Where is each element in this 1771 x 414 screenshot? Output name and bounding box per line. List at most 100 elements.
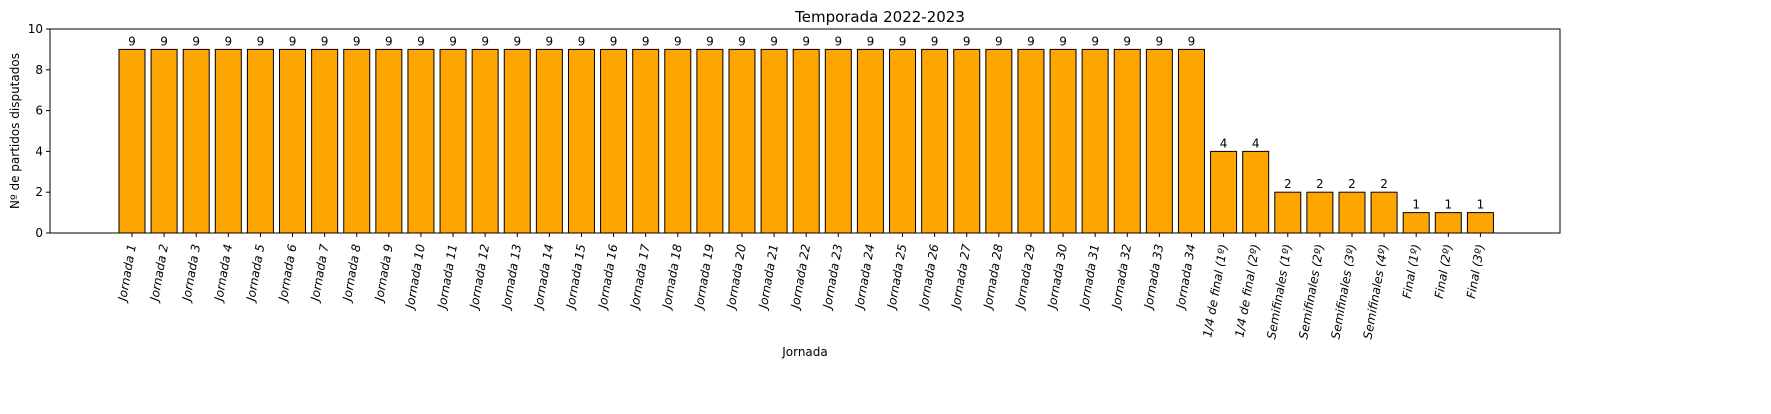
bar-value-label: 9 xyxy=(417,34,425,48)
plot-area: 9 9 9 9 9 9 9 9 9 9 9 9 9 9 9 9 9 9 9 9 9 9 9 9 9 9 9 9 9 9 9 9 9 9 4 4 2 2 2 2… xyxy=(28,22,1561,340)
bar xyxy=(696,48,724,234)
x-tick-label: Semifinales (2º) xyxy=(1296,243,1326,340)
bar-value-label: 9 xyxy=(481,34,489,48)
x-tick-label: Jornada 30 xyxy=(1045,243,1070,312)
bar xyxy=(311,48,339,234)
x-tick-label: Jornada 11 xyxy=(435,243,460,311)
bar xyxy=(279,48,307,234)
bar xyxy=(567,48,595,234)
x-tick-label: Jornada 22 xyxy=(788,243,813,311)
bar xyxy=(921,48,949,234)
x-tick-label: Jornada 13 xyxy=(499,243,524,311)
x-tick-label: Jornada 28 xyxy=(980,243,1005,312)
y-tick-label: 2 xyxy=(35,185,43,199)
bar xyxy=(503,48,531,234)
x-tick-label: 1/4 de final (2º) xyxy=(1232,243,1262,338)
bar-value-label: 9 xyxy=(867,34,875,48)
bar xyxy=(471,48,499,234)
x-tick-label: Jornada 23 xyxy=(820,243,845,311)
bar xyxy=(792,48,820,234)
bar-value-label: 9 xyxy=(963,34,971,48)
bar xyxy=(246,48,274,234)
x-tick-label: Jornada 2 xyxy=(147,243,171,304)
bar-value-label: 9 xyxy=(513,34,521,48)
bar-value-label: 9 xyxy=(1091,34,1099,48)
bar xyxy=(375,48,403,234)
x-tick-label: Jornada 31 xyxy=(1077,243,1102,311)
x-tick-label: Jornada 21 xyxy=(756,243,781,311)
x-tick-label: Jornada 27 xyxy=(948,243,973,312)
bar-value-label: 2 xyxy=(1284,177,1292,191)
bar-value-label: 9 xyxy=(449,34,457,48)
bar-value-label: 9 xyxy=(642,34,650,48)
bar-value-label: 1 xyxy=(1412,198,1420,212)
bar xyxy=(1370,191,1398,234)
x-tick-label: Jornada 19 xyxy=(691,243,716,311)
bar xyxy=(664,48,692,234)
bar xyxy=(1177,48,1205,234)
bar-value-label: 9 xyxy=(1027,34,1035,48)
bar xyxy=(1274,191,1302,234)
bar xyxy=(1338,191,1366,234)
bar xyxy=(1402,212,1430,234)
bar xyxy=(1145,48,1173,234)
x-tick-label: Semifinales (3º) xyxy=(1328,243,1358,340)
x-tick-label: Jornada 16 xyxy=(595,243,620,312)
bar xyxy=(535,48,563,234)
x-tick-label: Jornada 25 xyxy=(884,243,909,311)
x-tick-label: Jornada 20 xyxy=(724,243,749,312)
y-tick-label: 6 xyxy=(35,104,43,118)
bar-value-label: 9 xyxy=(128,34,136,48)
y-tick-label: 4 xyxy=(35,144,43,158)
bar-value-label: 9 xyxy=(546,34,554,48)
x-tick-label: Jornada 8 xyxy=(340,243,364,304)
y-axis-ticks: 0 2 4 6 8 10 xyxy=(28,22,50,240)
bar-value-label: 9 xyxy=(1059,34,1067,48)
bar-value-label: 9 xyxy=(257,34,265,48)
bar xyxy=(1434,212,1462,234)
bar xyxy=(632,48,660,234)
bar xyxy=(985,48,1013,234)
bar-value-label: 9 xyxy=(160,34,168,48)
bar xyxy=(439,48,467,234)
x-tick-label: Jornada 1 xyxy=(115,243,139,304)
bar xyxy=(1466,212,1494,234)
bar xyxy=(182,48,210,234)
bar xyxy=(856,48,884,234)
x-tick-label: Jornada 9 xyxy=(372,243,396,304)
x-tick-label: Jornada 15 xyxy=(563,243,588,311)
bar-value-label: 9 xyxy=(224,34,232,48)
x-tick-label: Jornada 6 xyxy=(275,243,299,304)
bar-value-label: 4 xyxy=(1252,136,1260,150)
bar-value-label: 9 xyxy=(931,34,939,48)
bar xyxy=(953,48,981,234)
bar xyxy=(889,48,917,234)
bar xyxy=(760,48,788,234)
bar-value-label: 9 xyxy=(995,34,1003,48)
bar-value-label: 9 xyxy=(899,34,907,48)
x-tick-label: Jornada 10 xyxy=(403,243,428,312)
x-tick-label: Jornada 24 xyxy=(852,243,877,311)
bar-value-label: 9 xyxy=(706,34,714,48)
x-tick-label: Jornada 17 xyxy=(627,243,652,312)
bar-value-label: 2 xyxy=(1380,177,1388,191)
bar-value-label: 9 xyxy=(802,34,810,48)
y-tick-label: 10 xyxy=(28,22,43,36)
bar xyxy=(343,48,371,234)
bar-value-label: 1 xyxy=(1477,198,1485,212)
bar xyxy=(1242,150,1270,234)
x-tick-label: Jornada 29 xyxy=(1013,243,1038,311)
x-tick-label: Jornada 5 xyxy=(243,243,267,304)
bar xyxy=(150,48,178,234)
bar-value-label: 9 xyxy=(1188,34,1196,48)
x-tick-label: 1/4 de final (1º) xyxy=(1200,243,1230,338)
bar xyxy=(1306,191,1334,234)
bar xyxy=(118,48,146,234)
bar xyxy=(824,48,852,234)
x-tick-label: Jornada 33 xyxy=(1141,243,1166,311)
bar-value-label: 9 xyxy=(1156,34,1164,48)
x-tick-label: Jornada 32 xyxy=(1109,243,1134,311)
bar xyxy=(728,48,756,234)
bar xyxy=(600,48,628,234)
